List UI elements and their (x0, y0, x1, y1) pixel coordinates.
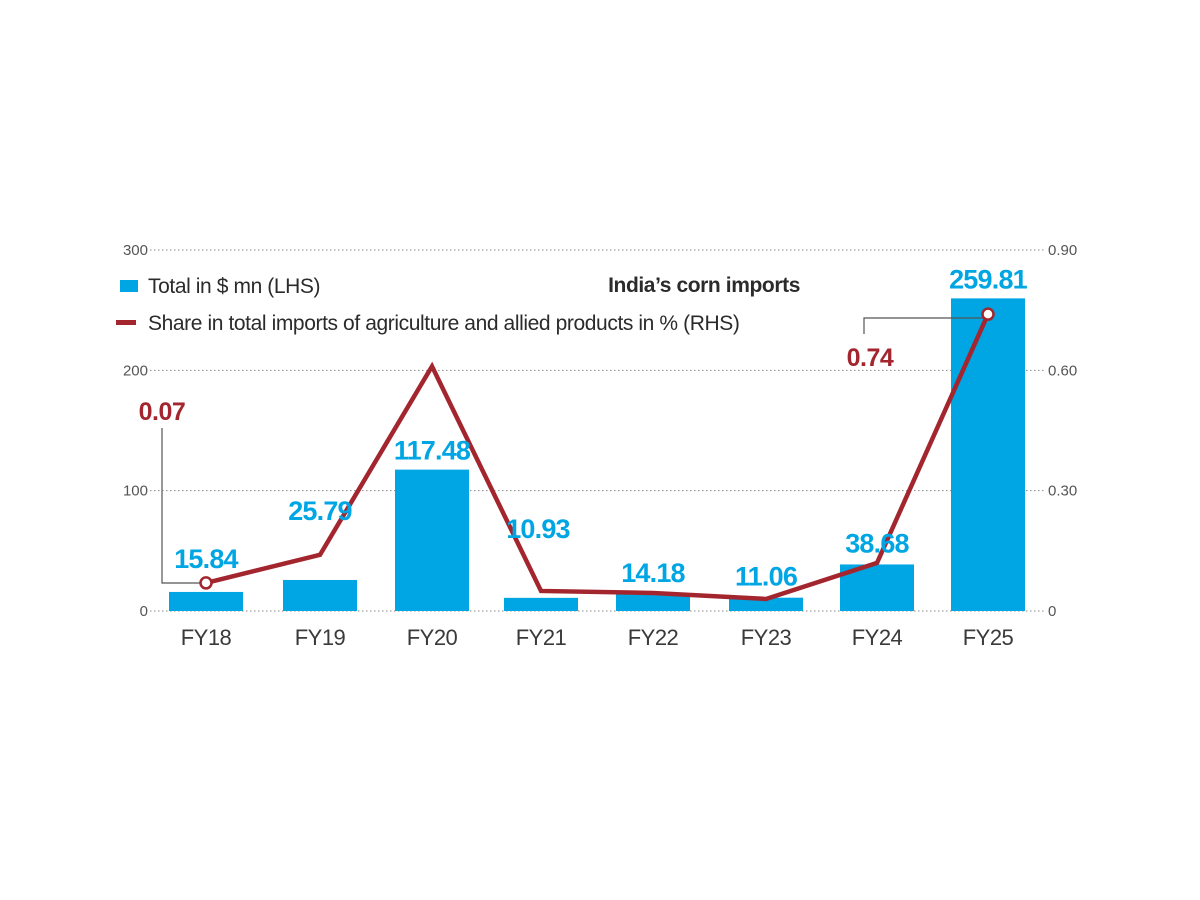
left-tick-label: 100 (123, 483, 148, 500)
line-value-label: 0.74 (847, 344, 894, 372)
annotation-leader (863, 317, 988, 334)
category-label: FY18 (181, 625, 232, 650)
category-label: FY21 (516, 625, 567, 650)
line-series (199, 307, 995, 602)
gridlines (150, 249, 1045, 612)
bar (169, 591, 243, 611)
line-marker (199, 576, 213, 590)
right-tick-label: 0.60 (1048, 362, 1077, 379)
bar-value-label: 10.93 (506, 514, 570, 544)
category-label: FY23 (741, 625, 792, 650)
bar-value-label: 117.48 (394, 436, 471, 466)
share-line (205, 313, 991, 602)
x-axis-categories: FY18 FY19 FY20 FY21 FY22 FY23 FY24 FY25 (181, 625, 1014, 650)
left-axis: 0 100 200 300 (123, 242, 148, 620)
legend-bar-label: Total in $ mn (LHS) (148, 275, 320, 298)
category-label: FY24 (852, 625, 903, 650)
bar (729, 597, 803, 611)
annotation-leaders (161, 317, 988, 584)
bar-value-label: 259.81 (949, 264, 1028, 294)
bar-value-label: 38.68 (845, 528, 909, 558)
left-tick-label: 300 (123, 242, 148, 259)
right-tick-label: 0 (1048, 603, 1056, 620)
bar-value-label: 11.06 (735, 562, 798, 592)
line-value-labels: 0.07 0.74 (139, 344, 895, 426)
chart-title: India’s corn imports (608, 274, 800, 297)
bar (395, 469, 469, 611)
bar-value-label: 14.18 (621, 558, 685, 588)
category-label: FY20 (407, 625, 458, 650)
legend-line-label: Share in total imports of agriculture an… (148, 312, 739, 335)
left-tick-label: 200 (123, 362, 148, 379)
right-axis: 0 0.30 0.60 0.90 (1048, 242, 1077, 620)
legend-line-swatch (116, 320, 136, 325)
legend: Total in $ mn (LHS) Share in total impor… (116, 275, 740, 335)
line-marker (981, 307, 995, 321)
category-label: FY25 (963, 625, 1014, 650)
right-tick-label: 0.30 (1048, 483, 1077, 500)
bar (616, 593, 690, 611)
bar (951, 298, 1025, 611)
bar-series (169, 298, 1025, 611)
left-tick-label: 0 (140, 603, 148, 620)
bar (283, 579, 357, 611)
line-value-label: 0.07 (139, 398, 186, 426)
category-label: FY22 (628, 625, 679, 650)
category-label: FY19 (295, 625, 346, 650)
annotation-leader (161, 428, 206, 584)
bar-value-label: 25.79 (288, 496, 352, 526)
bar-value-labels: 15.84 25.79 117.48 10.93 14.18 11.06 38.68 259.… (174, 264, 1028, 592)
bar (504, 597, 578, 611)
legend-bar-swatch (120, 280, 138, 292)
bar-value-label: 15.84 (174, 544, 238, 574)
right-tick-label: 0.90 (1048, 242, 1077, 259)
